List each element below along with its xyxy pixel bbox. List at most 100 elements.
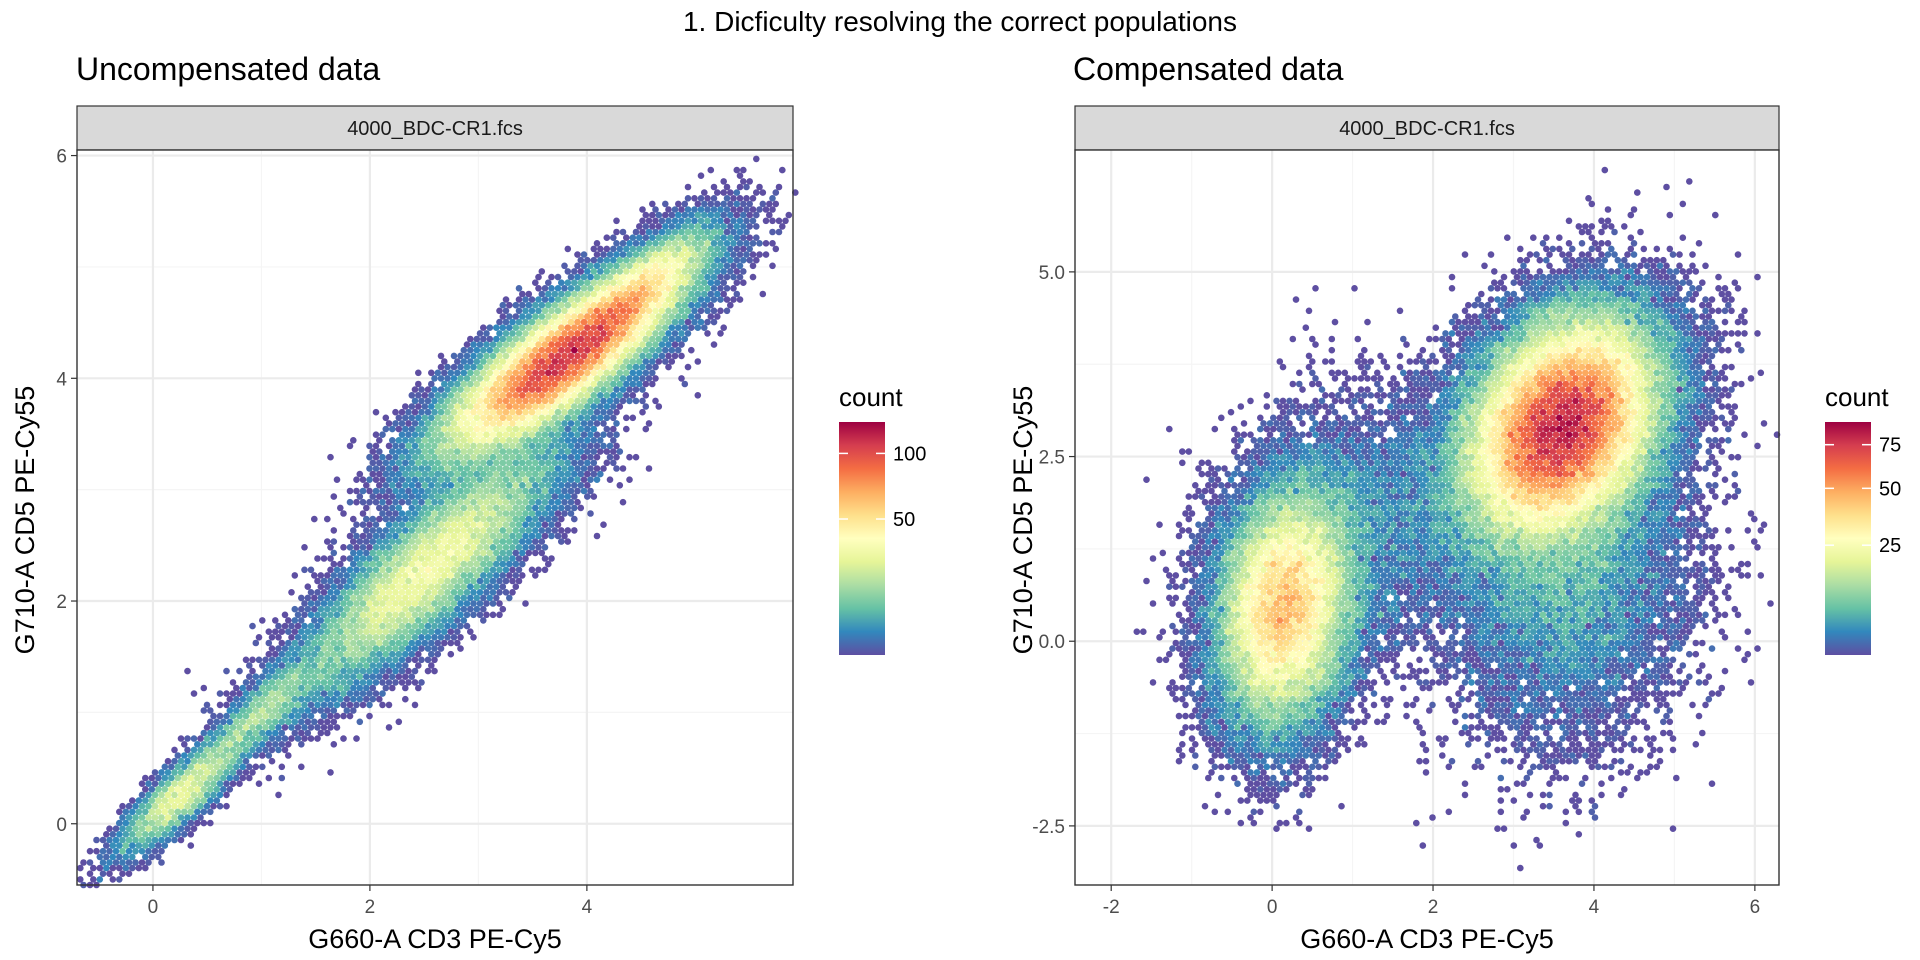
- right-hexbin-cell: [1728, 307, 1735, 315]
- left-hexbin-cell: [223, 701, 230, 709]
- right-hexbin-cell: [1630, 352, 1638, 360]
- left-hexbin-cell: [467, 504, 474, 512]
- left-hexbin-cell: [467, 470, 474, 478]
- left-hexbin-cell: [652, 330, 659, 337]
- right-hexbin-cell: [1413, 403, 1420, 410]
- left-hexbin-cell: [112, 847, 120, 855]
- left-hexbin-cell: [444, 487, 451, 495]
- left-hexbin-cell: [353, 487, 360, 495]
- left-hexbin-cell: [372, 465, 380, 472]
- left-hexbin-cell: [476, 363, 484, 371]
- left-hexbin-cell: [317, 605, 325, 613]
- left-hexbin-cell: [548, 442, 555, 450]
- left-hexbin-cell: [580, 285, 588, 292]
- left-hexbin-cell: [600, 442, 607, 450]
- left-hexbin-cell: [610, 358, 617, 365]
- left-hexbin-cell: [418, 420, 425, 427]
- right-hexbin-cell: [1572, 476, 1579, 484]
- left-hexbin-cell: [489, 566, 497, 574]
- left-hexbin-cell: [571, 313, 578, 320]
- right-hexbin-cell: [1617, 352, 1625, 360]
- left-hexbin-cell: [532, 504, 539, 512]
- left-hexbin-cell: [567, 296, 575, 303]
- left-hexbin-cell: [350, 662, 357, 669]
- right-hexbin-cell: [1591, 431, 1599, 439]
- left-hexbin-cell: [184, 814, 191, 821]
- left-hexbin-cell: [610, 335, 617, 343]
- right-hexbin-cell: [1445, 572, 1453, 579]
- left-hexbin-cell: [704, 285, 711, 292]
- left-hexbin-cell: [691, 217, 698, 225]
- left-hexbin-cell: [307, 656, 315, 664]
- left-hexbin-cell: [340, 667, 347, 675]
- left-hexbin-cell: [723, 273, 731, 281]
- left-hexbin-cell: [649, 256, 656, 264]
- left-hexbin-cell: [610, 324, 617, 332]
- left-hexbin-cell: [340, 701, 347, 709]
- left-hexbin-cell: [434, 549, 442, 557]
- left-hexbin-cell: [593, 420, 601, 427]
- left-hexbin-cell: [333, 679, 341, 686]
- left-hexbin-cell: [584, 493, 591, 500]
- left-hexbin-cell: [658, 273, 666, 281]
- left-hexbin-cell: [515, 318, 523, 326]
- left-hexbin-cell: [649, 380, 656, 388]
- left-hexbin-cell: [538, 301, 546, 309]
- left-hexbin-cell: [346, 566, 354, 574]
- left-hexbin-cell: [590, 358, 598, 365]
- left-hexbin-cell: [402, 583, 409, 590]
- left-hexbin-cell: [470, 442, 477, 450]
- left-hexbin-cell: [554, 420, 562, 427]
- right-hexbin-cell: [1673, 324, 1680, 332]
- right-hexbin-cell: [1673, 369, 1680, 377]
- right-hexbin-cell: [1487, 375, 1495, 382]
- left-hexbin-cell: [379, 645, 386, 652]
- left-hexbin-cell: [450, 589, 458, 596]
- left-hexbin-cell: [499, 301, 507, 309]
- right-hexbin-cell: [1666, 448, 1674, 455]
- left-hexbin-cell: [610, 380, 617, 388]
- right-hexbin-cell: [1474, 420, 1482, 427]
- left-hexbin-cell: [138, 791, 146, 799]
- left-hexbin-cell: [158, 769, 165, 776]
- right-hexbin-cell: [1549, 504, 1557, 512]
- left-hexbin-cell: [538, 290, 546, 298]
- left-hexbin-cell: [525, 403, 533, 410]
- left-hexbin-cell: [509, 532, 516, 540]
- right-hexbin-cell: [1526, 397, 1534, 405]
- left-hexbin-cell: [434, 515, 442, 523]
- left-hexbin-cell: [418, 566, 425, 574]
- right-hexbin-cell: [1517, 425, 1524, 433]
- left-hexbin-cell: [434, 538, 442, 545]
- left-hexbin-cell: [424, 386, 432, 393]
- left-hexbin-cell: [135, 808, 143, 816]
- left-hexbin-cell: [590, 256, 598, 264]
- left-hexbin-cell: [457, 611, 464, 619]
- left-hexbin-cell: [411, 566, 419, 574]
- left-hexbin-cell: [242, 701, 250, 709]
- left-hexbin-cell: [606, 273, 614, 281]
- left-hexbin-cell: [606, 375, 614, 382]
- left-hexbin-cell: [353, 645, 360, 652]
- left-hexbin-cell: [723, 285, 731, 292]
- left-hexbin-cell: [447, 437, 455, 444]
- left-hexbin-cell: [428, 437, 435, 444]
- left-hexbin-cell: [255, 690, 263, 697]
- left-hexbin-cell: [229, 757, 237, 765]
- left-hexbin-cell: [522, 521, 529, 528]
- left-hexbin-cell: [291, 617, 299, 624]
- left-hexbin-cell: [704, 217, 711, 225]
- left-hexbin-cell: [389, 617, 396, 624]
- left-hexbin-cell: [317, 594, 325, 602]
- left-hexbin-cell: [509, 442, 516, 450]
- right-hexbin-cell: [1627, 392, 1635, 399]
- left-hexbin-cell: [489, 431, 497, 439]
- left-hexbin-cell: [668, 234, 676, 241]
- left-hexbin-cell: [369, 650, 377, 658]
- left-hexbin-cell: [548, 285, 555, 292]
- left-hexbin-cell: [694, 256, 702, 264]
- left-hexbin-cell: [473, 470, 481, 478]
- left-hexbin-cell: [519, 493, 526, 500]
- left-hexbin-cell: [691, 296, 698, 303]
- left-hexbin-cell: [717, 251, 724, 258]
